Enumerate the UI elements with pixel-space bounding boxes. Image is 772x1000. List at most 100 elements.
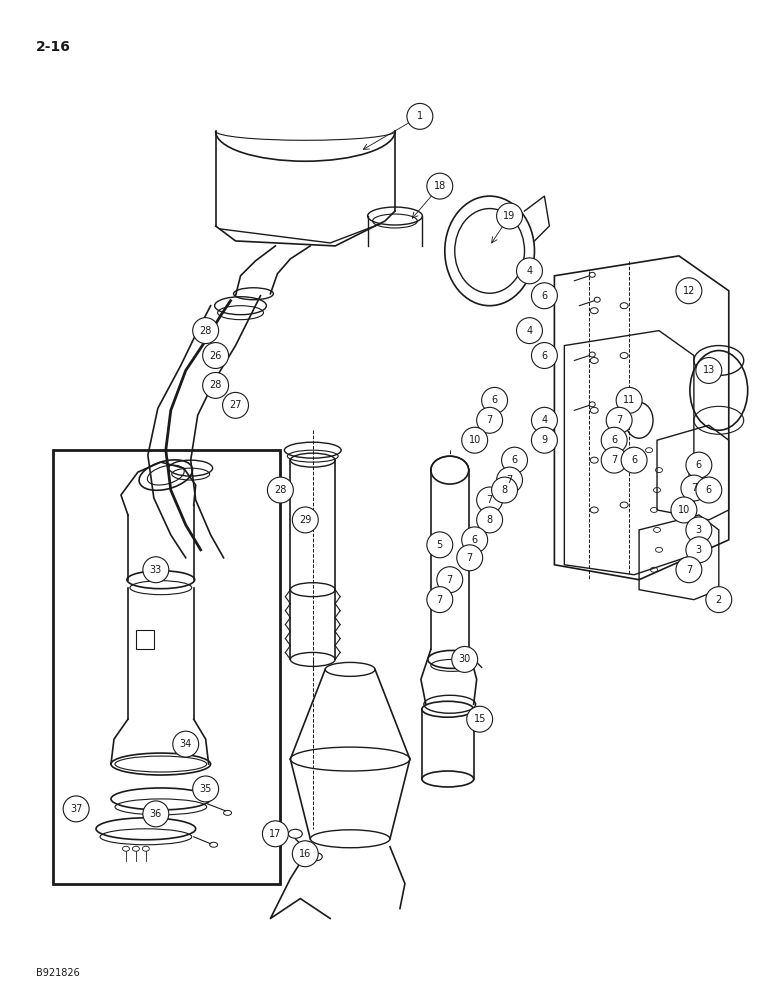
Text: 10: 10 <box>469 435 481 445</box>
Text: 27: 27 <box>229 400 242 410</box>
Text: 7: 7 <box>486 415 493 425</box>
Text: 7: 7 <box>506 475 513 485</box>
Circle shape <box>676 278 702 304</box>
Circle shape <box>222 392 249 418</box>
Text: 2-16: 2-16 <box>36 40 71 54</box>
Circle shape <box>63 796 89 822</box>
Text: 16: 16 <box>300 849 311 859</box>
Text: 7: 7 <box>686 565 692 575</box>
Text: 11: 11 <box>623 395 635 405</box>
Circle shape <box>601 447 627 473</box>
Text: 6: 6 <box>631 455 637 465</box>
Circle shape <box>476 407 503 433</box>
Circle shape <box>427 532 452 558</box>
Text: 6: 6 <box>706 485 712 495</box>
Text: 7: 7 <box>611 455 618 465</box>
Text: 15: 15 <box>473 714 486 724</box>
Circle shape <box>407 103 433 129</box>
Circle shape <box>482 387 507 413</box>
Text: 7: 7 <box>447 575 453 585</box>
Text: 7: 7 <box>486 495 493 505</box>
Text: 7: 7 <box>616 415 622 425</box>
Circle shape <box>267 477 293 503</box>
Circle shape <box>621 447 647 473</box>
Text: 6: 6 <box>611 435 618 445</box>
Circle shape <box>143 557 169 583</box>
Circle shape <box>516 258 543 284</box>
Circle shape <box>427 173 452 199</box>
Circle shape <box>193 776 218 802</box>
Circle shape <box>193 318 218 344</box>
Text: 7: 7 <box>437 595 443 605</box>
Circle shape <box>606 407 632 433</box>
Circle shape <box>293 841 318 867</box>
Circle shape <box>452 646 478 672</box>
Text: 12: 12 <box>682 286 695 296</box>
Text: 28: 28 <box>199 326 212 336</box>
Text: 34: 34 <box>180 739 192 749</box>
Text: 17: 17 <box>269 829 282 839</box>
Text: 8: 8 <box>502 485 508 495</box>
Circle shape <box>293 507 318 533</box>
Circle shape <box>696 477 722 503</box>
Circle shape <box>476 507 503 533</box>
Text: 9: 9 <box>541 435 547 445</box>
Text: 4: 4 <box>527 326 533 336</box>
Circle shape <box>437 567 462 593</box>
Text: 5: 5 <box>437 540 443 550</box>
Circle shape <box>516 318 543 344</box>
Bar <box>53 450 280 884</box>
Circle shape <box>496 467 523 493</box>
Circle shape <box>427 587 452 613</box>
Text: 6: 6 <box>492 395 498 405</box>
Text: 6: 6 <box>512 455 517 465</box>
Circle shape <box>173 731 198 757</box>
Circle shape <box>496 203 523 229</box>
Circle shape <box>706 587 732 613</box>
Circle shape <box>531 283 557 309</box>
Text: 35: 35 <box>199 784 212 794</box>
Circle shape <box>686 517 712 543</box>
Text: 7: 7 <box>691 483 697 493</box>
Text: 2: 2 <box>716 595 722 605</box>
Text: B921826: B921826 <box>36 968 80 978</box>
Text: 19: 19 <box>503 211 516 221</box>
Circle shape <box>531 427 557 453</box>
Text: 30: 30 <box>459 654 471 664</box>
Text: 3: 3 <box>696 545 702 555</box>
Text: 33: 33 <box>150 565 162 575</box>
Text: 7: 7 <box>466 553 472 563</box>
Text: 26: 26 <box>209 351 222 361</box>
Circle shape <box>696 358 722 383</box>
Text: 6: 6 <box>541 351 547 361</box>
Circle shape <box>203 372 229 398</box>
Circle shape <box>462 527 488 553</box>
Circle shape <box>681 475 707 501</box>
Text: 4: 4 <box>527 266 533 276</box>
Text: 18: 18 <box>434 181 446 191</box>
Circle shape <box>686 452 712 478</box>
Bar <box>136 630 154 649</box>
Circle shape <box>686 537 712 563</box>
Circle shape <box>671 497 697 523</box>
Text: 6: 6 <box>472 535 478 545</box>
Text: 4: 4 <box>541 415 547 425</box>
Circle shape <box>492 477 517 503</box>
Text: 13: 13 <box>703 365 715 375</box>
Text: 8: 8 <box>486 515 493 525</box>
Text: 6: 6 <box>696 460 702 470</box>
Circle shape <box>467 706 493 732</box>
Circle shape <box>502 447 527 473</box>
Circle shape <box>262 821 289 847</box>
Circle shape <box>462 427 488 453</box>
Text: 28: 28 <box>274 485 286 495</box>
Text: 3: 3 <box>696 525 702 535</box>
Circle shape <box>531 343 557 368</box>
Circle shape <box>476 487 503 513</box>
Circle shape <box>531 407 557 433</box>
Text: 6: 6 <box>541 291 547 301</box>
Text: 29: 29 <box>299 515 311 525</box>
Text: 36: 36 <box>150 809 162 819</box>
Text: 1: 1 <box>417 111 423 121</box>
Circle shape <box>143 801 169 827</box>
